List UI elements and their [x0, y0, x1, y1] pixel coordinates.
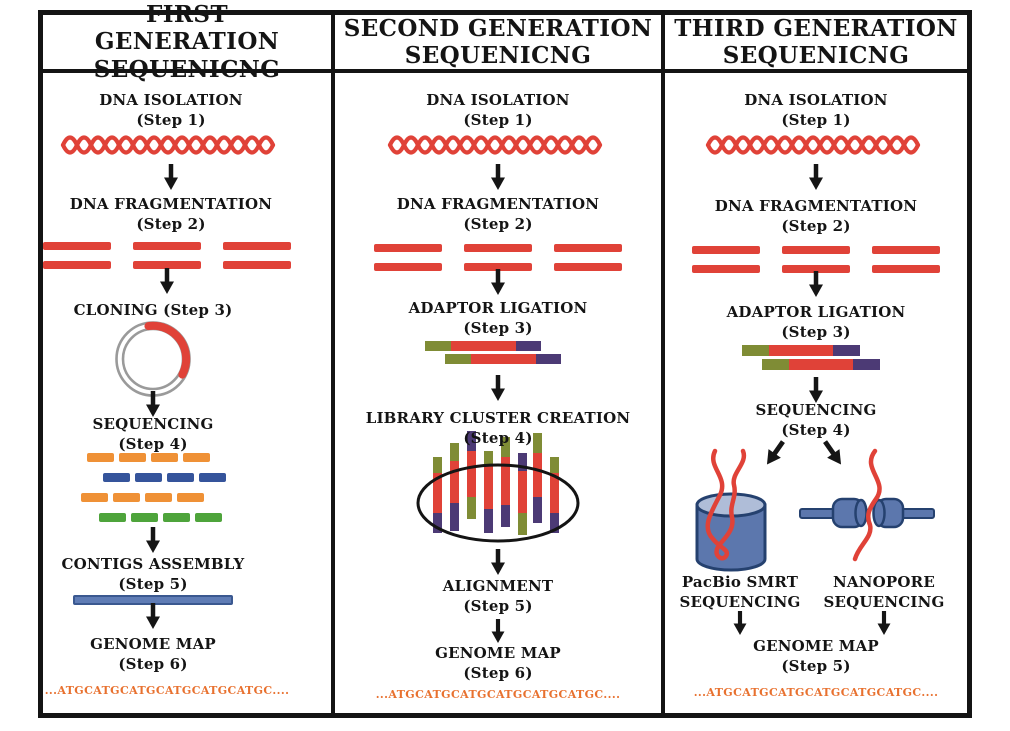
- step6-label: GENOME MAP (Step 6): [435, 644, 561, 682]
- plasmid-icon: [43, 318, 297, 404]
- arrow-down-icon: [335, 163, 661, 195]
- step6-label: GENOME MAP (Step 6): [90, 635, 216, 673]
- arrow-down-icon: [43, 603, 297, 633]
- step1-label: DNA ISOLATION (Step 1): [99, 91, 243, 129]
- library-cluster-icon: [335, 427, 661, 549]
- step1-label: DNA ISOLATION (Step 1): [426, 91, 570, 129]
- arrow-down-icon: [43, 267, 311, 299]
- sequencing-reads-icon: [43, 453, 297, 533]
- arrow-down-icon: [335, 375, 661, 405]
- column-body: DNA ISOLATION (Step 1) DNA FRAGMENTATION…: [665, 73, 967, 713]
- step4-label: SEQUENCING (Step 4): [92, 415, 214, 453]
- diagram-frame: FIRST GENERATION SEQUENICNG DNA ISOLATIO…: [38, 1, 972, 718]
- dna-helix-icon: [665, 129, 967, 165]
- arrow-down-icon: [335, 549, 661, 579]
- step5-label: ALIGNMENT (Step 5): [442, 577, 554, 615]
- arrow-down-icon: [43, 163, 315, 195]
- pacbio-well-icon: [695, 448, 767, 572]
- dna-fragments-icon: [335, 237, 661, 271]
- dna-helix-icon: [335, 129, 661, 165]
- dna-fragments-icon: [665, 239, 967, 273]
- step5-label: GENOME MAP (Step 5): [753, 637, 879, 675]
- arrow-down-icon: [43, 527, 297, 557]
- sequence-text: ...ATGCATGCATGCATGCATGCATGC....: [693, 686, 939, 699]
- sequence-text: ...ATGCATGCATGCATGCATGCATGC....: [375, 688, 621, 701]
- step3-label: ADAPTOR LIGATION (Step 3): [408, 299, 588, 337]
- dna-helix-icon: [43, 129, 315, 165]
- nanopore-icon: [799, 448, 935, 562]
- arrow-down-icon: [335, 269, 661, 299]
- step4-label: LIBRARY CLUSTER CREATION (Step 4): [365, 409, 631, 447]
- step2-label: DNA FRAGMENTATION (Step 2): [396, 195, 600, 233]
- dna-fragments-icon: [43, 235, 311, 269]
- step4-label: SEQUENCING (Step 4): [755, 401, 877, 439]
- arrow-down-icon: [805, 611, 963, 639]
- column-title: THIRD GENERATION SEQUENICNG: [665, 15, 967, 73]
- column-second-generation: SECOND GENERATION SEQUENICNG DNA ISOLATI…: [331, 15, 661, 713]
- step2-label: DNA FRAGMENTATION (Step 2): [714, 197, 918, 235]
- column-title: SECOND GENERATION SEQUENICNG: [335, 15, 661, 73]
- step3-label: ADAPTOR LIGATION (Step 3): [726, 303, 906, 341]
- adaptor-bars-icon: [335, 341, 661, 368]
- arrow-down-icon: [665, 271, 967, 301]
- column-title: FIRST GENERATION SEQUENICNG: [43, 1, 331, 83]
- adaptor-bars-icon: [665, 345, 967, 374]
- arrow-down-icon: [335, 619, 661, 647]
- column-body: DNA ISOLATION (Step 1) DNA FRAGMENTATION…: [43, 73, 331, 713]
- step5-label: CONTIGS ASSEMBLY (Step 5): [61, 555, 245, 593]
- nanopore-label: NANOPORE SEQUENCING: [823, 573, 945, 611]
- step3-label: CLONING (Step 3): [73, 301, 233, 319]
- pacbio-label: PacBio SMRT SEQUENCING: [679, 573, 801, 611]
- column-body: DNA ISOLATION (Step 1) DNA FRAGMENTATION…: [335, 73, 661, 713]
- sequence-text: ...ATGCATGCATGCATGCATGCATGC....: [44, 684, 290, 697]
- arrow-down-icon: [665, 163, 967, 195]
- column-first-generation: FIRST GENERATION SEQUENICNG DNA ISOLATIO…: [43, 1, 331, 713]
- step2-label: DNA FRAGMENTATION (Step 2): [69, 195, 273, 233]
- step1-label: DNA ISOLATION (Step 1): [744, 91, 888, 129]
- column-third-generation: THIRD GENERATION SEQUENICNG DNA ISOLATIO…: [661, 15, 967, 713]
- arrow-down-icon: [665, 611, 815, 639]
